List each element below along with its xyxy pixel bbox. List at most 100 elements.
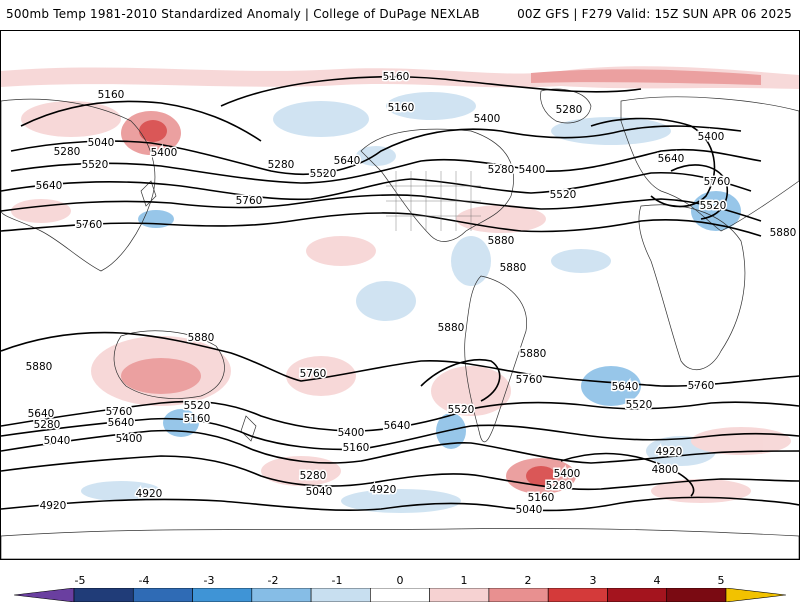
contour-label: 5880 [188,332,215,344]
contour-label: 5160 [528,492,555,504]
anomaly-shading [1,66,799,513]
colorbar-tick-label: 2 [524,574,532,587]
anomaly-cold-region [356,281,416,321]
grid-line [386,171,481,231]
contour-label: 5760 [688,380,715,392]
contour-label: 5280 [268,159,295,171]
contour-label: 5880 [500,262,527,274]
colorbar-tick-label: 5 [717,574,725,587]
contour-label: 5160 [98,89,125,101]
contour-label: 5640 [334,155,361,167]
contour-line [1,331,799,387]
state-borders [386,171,481,231]
map-title: 500mb Temp 1981-2010 Standardized Anomal… [6,7,480,21]
anomaly-cold-region [81,481,161,501]
contour-label: 5520 [82,159,109,171]
contour-label: 5760 [300,368,327,380]
contour-label: 5640 [108,417,135,429]
contour-label: 5280 [54,146,81,158]
contour-label: 5640 [36,180,63,192]
anomaly-cold-region [551,117,671,145]
contour-label: 5160 [184,413,211,425]
contour-label: 5280 [488,164,515,176]
anomaly-map: 5160504052805520540056405760516052805400… [1,66,799,559]
contour-label: 5640 [612,381,639,393]
contour-label: 5880 [520,348,547,360]
continent-australia [113,330,225,399]
continent-africa [638,204,746,371]
contour-label: 5760 [516,374,543,386]
anomaly-cold-region [273,101,369,137]
anomaly-cold-region [138,210,174,228]
contour-label: 4920 [40,500,67,512]
contour-label: 4920 [370,484,397,496]
contour-label: 5280 [556,104,583,116]
contour-line [1,400,799,432]
contour-line [220,76,642,107]
height-contours [1,76,799,512]
contour-label: 5040 [516,504,543,516]
coastlines [1,88,799,559]
contour-label: 5760 [106,406,133,418]
anomaly-warm-region [139,120,167,142]
continent-north-america [360,128,514,242]
anomaly-warm-region [431,366,511,416]
anomaly-cold-region [386,92,476,120]
anomaly-warm-region [531,69,761,85]
contour-label: 5880 [488,235,515,247]
anomaly-cold-region [436,413,466,449]
contour-label: 5520 [448,404,475,416]
contour-label: 5400 [116,433,143,445]
anomaly-cold-region [691,191,741,231]
contour-label: 5160 [388,102,415,114]
contour-label: 5040 [306,486,333,498]
contour-label: 5400 [519,164,546,176]
contour-label: 5400 [698,131,725,143]
contour-label: 5040 [88,137,115,149]
contour-label: 5520 [310,168,337,180]
colorbar-tick-label: -4 [138,574,150,587]
contour-label: 5520 [550,189,577,201]
contour-label: 5160 [343,442,370,454]
contour-label: 5040 [44,435,71,447]
anomaly-warm-region [121,358,201,394]
contour-line [590,117,716,208]
contour-line [420,359,501,402]
model-run-label: 00Z GFS | F279 Valid: 15Z SUN APR 06 202… [517,7,792,21]
anomaly-warm-region [456,205,546,233]
contour-label: 5280 [300,470,327,482]
contour-label: 5400 [338,427,365,439]
contour-label: 5160 [383,71,410,83]
contour-line [1,496,799,512]
colorbar-overflow [725,588,786,602]
contour-label: 5400 [474,113,501,125]
contour-label: 5760 [704,176,731,188]
contour-line [1,212,762,237]
contour-label: 4920 [136,488,163,500]
contour-line [20,100,262,142]
contour-label: 5520 [700,200,727,212]
contour-line [10,148,762,184]
colorbar-tick-label: -5 [74,574,86,587]
contour-label: 5400 [151,147,178,159]
contour-label: 5880 [26,361,53,373]
anomaly-cold-region [581,366,641,406]
contour-label: 5280 [34,419,61,431]
continent-eurasia [620,96,799,232]
contour-label: 5640 [384,420,411,432]
anomaly-warm-region [11,199,71,223]
contour-labels: 5160504052805520540056405760516052805400… [24,70,798,518]
anomaly-warm-region [286,356,356,396]
colorbar-tick-label: -3 [203,574,215,587]
contour-label: 5640 [658,153,685,165]
contour-line [1,429,799,464]
continent-antarctica [1,528,799,559]
contour-label: 5520 [184,400,211,412]
anomaly-cold-region [451,236,491,286]
anomaly-cold-region [551,249,611,273]
island-new-zealand [240,415,257,442]
contour-line [670,164,728,220]
contour-label: 4800 [652,464,679,476]
contour-line [1,194,762,222]
contour-label: 5880 [770,227,797,239]
